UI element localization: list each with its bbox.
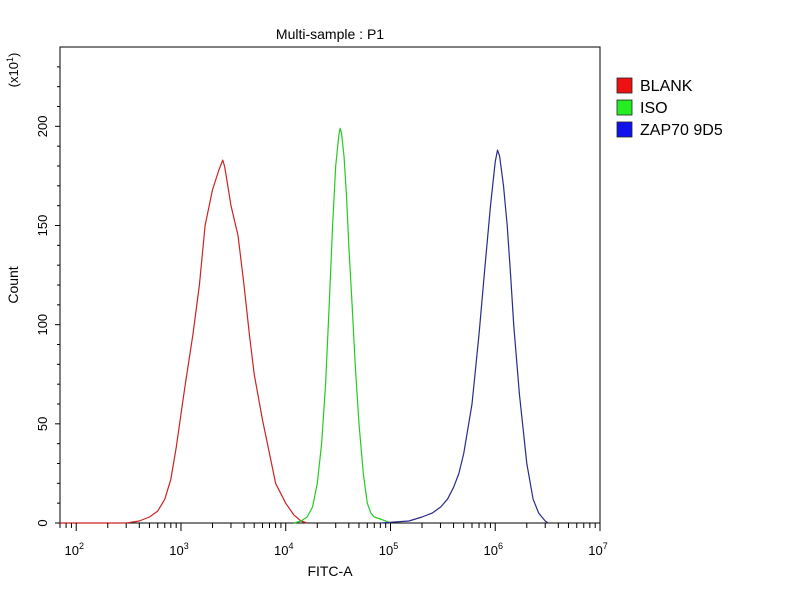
- chart-title: Multi-sample : P1: [276, 26, 384, 42]
- y-tick-label: 50: [35, 417, 50, 431]
- x-tick-label: 103: [169, 541, 188, 558]
- legend: BLANK ISO ZAP70 9D5: [616, 77, 723, 139]
- series-line-0: [60, 159, 308, 524]
- x-tick-label: 105: [379, 541, 398, 558]
- legend-swatch-2: [616, 121, 633, 138]
- series-line-1: [293, 127, 391, 524]
- legend-label-1: ISO: [640, 100, 668, 117]
- y-axis-label: Count: [5, 266, 21, 303]
- legend-swatch-0: [616, 77, 633, 94]
- y-tick-label: 0: [35, 519, 50, 526]
- legend-label-2: ZAP70 9D5: [640, 122, 723, 139]
- series-layer: [60, 127, 549, 524]
- y-tick-label: 150: [35, 215, 50, 237]
- y-tick-label: 200: [35, 115, 50, 137]
- legend-swatch-1: [616, 99, 633, 116]
- y-axis: 0 50 100 150 200: [35, 66, 60, 527]
- y-tick-label: 100: [35, 314, 50, 336]
- x-axis-label: FITC-A: [307, 563, 353, 579]
- x-tick-label: 102: [64, 541, 83, 558]
- x-tick-label: 106: [484, 541, 503, 558]
- series-line-2: [380, 149, 549, 524]
- y-axis-multiplier: (x101): [5, 53, 21, 88]
- legend-label-0: BLANK: [640, 78, 693, 95]
- x-tick-label: 107: [588, 541, 607, 558]
- x-tick-label: 104: [274, 541, 293, 558]
- x-axis: 102 103 104 105 106 107: [59, 523, 608, 558]
